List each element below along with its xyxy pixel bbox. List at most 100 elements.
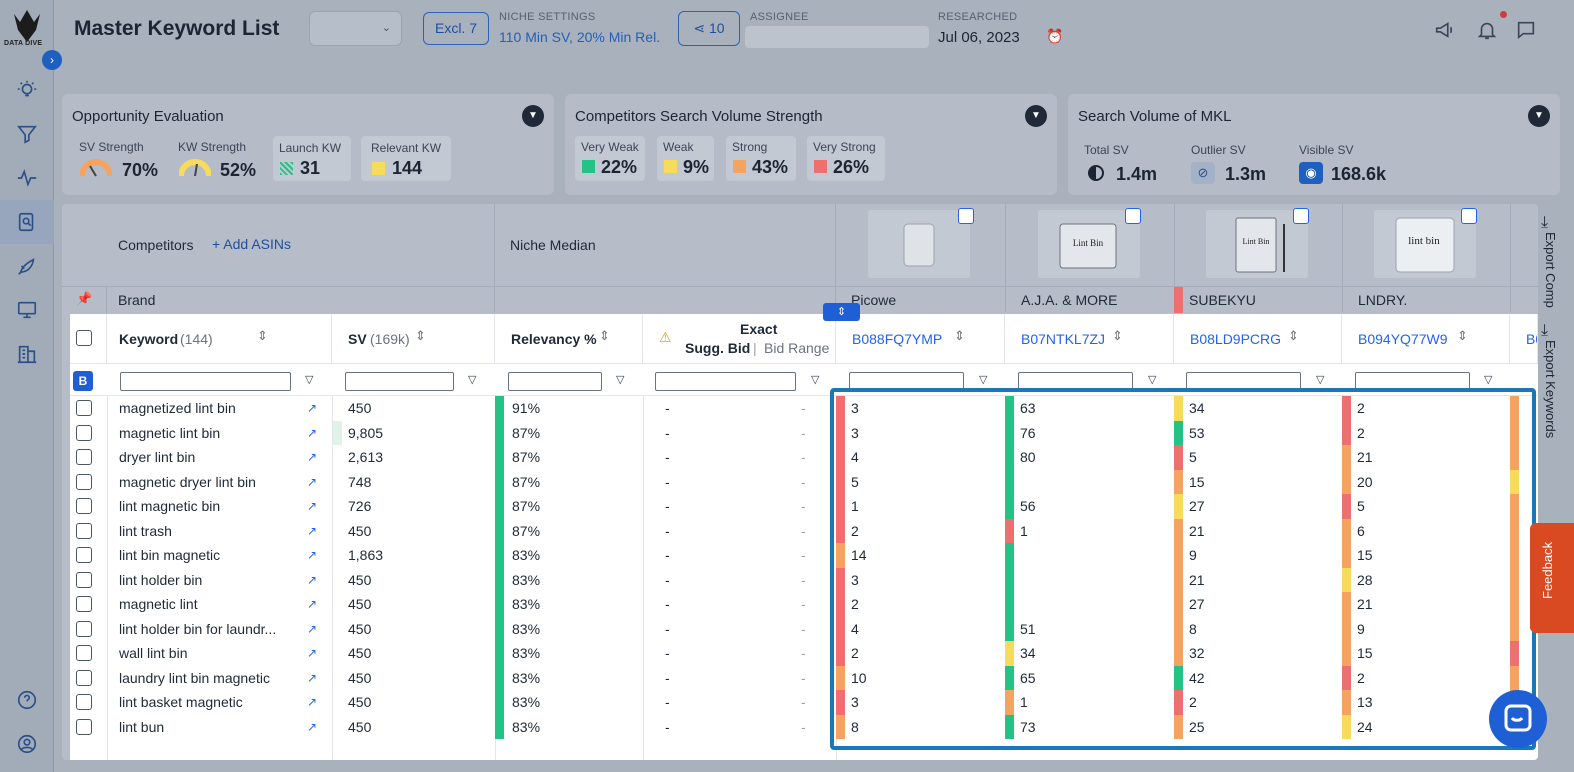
external-link-icon[interactable]: ↗ <box>307 597 318 611</box>
help-icon[interactable] <box>14 687 40 713</box>
row-checkbox[interactable] <box>76 473 92 490</box>
table-row[interactable]: lint holder bin ↗ 450 83% - - 3 21 28 <box>70 567 1538 592</box>
exclusions-button[interactable]: Excl. 7 <box>423 12 489 45</box>
product-image[interactable]: lint bin <box>1374 210 1476 278</box>
keyword-search-icon[interactable] <box>14 209 40 235</box>
row-checkbox[interactable] <box>76 522 92 539</box>
sort-icon[interactable]: ⇕ <box>954 328 965 343</box>
table-row[interactable]: dryer lint bin ↗ 2,613 87% - - 4 80 5 21 <box>70 445 1538 470</box>
table-row[interactable]: lint trash ↗ 450 87% - -2 1 21 6 <box>70 518 1538 543</box>
table-row[interactable]: magnetic dryer lint bin ↗ 748 87% - - 5 15 20 <box>70 469 1538 494</box>
relevancy-column-header[interactable]: Relevancy % ⇕ <box>495 314 643 364</box>
product-image[interactable]: Lint Bin <box>1206 210 1308 278</box>
export-comp-download-icon[interactable]: ⤓ <box>1541 214 1549 231</box>
sort-icon[interactable]: ⇕ <box>415 328 426 343</box>
niche-settings-link[interactable]: 110 Min SV, 20% Min Rel. <box>499 29 661 45</box>
feedback-tab[interactable]: Feedback <box>1530 523 1574 633</box>
product-image[interactable]: Lint Bin <box>1038 210 1140 278</box>
export-keywords-button[interactable]: Export Keywords <box>1543 340 1558 439</box>
table-row[interactable]: lint bin magnetic ↗ 1,863 83% - - 14 9 15 <box>70 543 1538 568</box>
asin-column-header[interactable]: B088FQ7YMP ⇕ <box>836 314 1005 364</box>
chat-bubble-icon[interactable] <box>1513 17 1539 43</box>
collapse-chevron-icon[interactable]: ▼ <box>522 105 544 127</box>
external-link-icon[interactable]: ↗ <box>307 621 318 636</box>
filter-funnel-icon[interactable]: ▽ <box>1316 374 1325 386</box>
alarm-clock-icon[interactable]: ⏰ <box>1046 28 1064 44</box>
row-checkbox[interactable] <box>76 669 92 686</box>
row-checkbox[interactable] <box>76 571 92 588</box>
table-row[interactable]: wall lint bin ↗ 450 83% - - 2 34 32 15 <box>70 641 1538 666</box>
share-button[interactable]: ⋖ 10 <box>678 11 740 46</box>
list-select-dropdown[interactable]: ⌄ <box>309 11 402 46</box>
asin-column-header[interactable]: B07NTKL7ZJ ⇕ <box>1005 314 1174 364</box>
table-row[interactable]: magnetic lint ↗ 450 83% - - 2 27 21 <box>70 592 1538 617</box>
bid-column-header[interactable]: ⚠ Exact Sugg. Bid | Bid Range <box>643 314 836 364</box>
pin-icon[interactable]: 📌 <box>76 291 93 306</box>
row-checkbox[interactable] <box>76 718 92 735</box>
bell-icon[interactable] <box>1474 17 1500 43</box>
row-checkbox[interactable] <box>76 547 92 563</box>
external-link-icon[interactable]: ↗ <box>307 719 318 734</box>
row-checkbox[interactable] <box>76 498 92 514</box>
eye-icon[interactable]: ◉ <box>1299 162 1323 184</box>
filter-funnel-icon[interactable]: ▽ <box>811 374 820 386</box>
product-image[interactable] <box>868 210 970 278</box>
sort-icon[interactable]: ⇕ <box>257 328 268 343</box>
row-checkbox[interactable] <box>76 645 92 661</box>
external-link-icon[interactable]: ↗ <box>307 548 318 562</box>
keyword-column-header[interactable]: Keyword (144) ⇕ <box>107 314 332 364</box>
building-icon[interactable] <box>14 341 40 367</box>
competitor-checkbox[interactable] <box>1293 208 1309 224</box>
table-row[interactable]: laundry lint bin magnetic ↗ 450 83% - - 10 65 42… <box>70 665 1538 690</box>
row-checkbox[interactable] <box>76 620 92 637</box>
external-link-icon[interactable]: ↗ <box>307 425 318 440</box>
row-checkbox[interactable] <box>76 400 92 416</box>
competitor-checkbox[interactable] <box>958 208 974 224</box>
rocket-icon[interactable] <box>14 253 40 279</box>
table-row[interactable]: lint basket magnetic ↗ 450 83% - - 3 1 2 13 <box>70 690 1538 715</box>
asin-link[interactable]: B07NTKL7ZJ <box>1021 331 1106 347</box>
row-checkbox[interactable] <box>76 596 92 612</box>
asin-link[interactable]: B0 <box>1526 331 1537 347</box>
resize-handle-icon[interactable]: ⇕ <box>823 303 860 321</box>
external-link-icon[interactable]: ↗ <box>307 670 318 685</box>
external-link-icon[interactable]: ↗ <box>307 499 318 513</box>
eye-slash-icon[interactable]: ⊘ <box>1191 162 1215 184</box>
keyword-filter-input[interactable] <box>120 372 291 391</box>
chat-support-button[interactable] <box>1489 690 1547 748</box>
external-link-icon[interactable]: ↗ <box>307 572 318 587</box>
user-icon[interactable] <box>14 731 40 757</box>
filter-funnel-icon[interactable]: ▽ <box>468 374 477 386</box>
sort-icon[interactable]: ⇕ <box>1288 328 1299 343</box>
asin-column-header[interactable]: B08LD9PCRG ⇕ <box>1174 314 1342 364</box>
row-checkbox[interactable] <box>76 424 92 441</box>
filter-icon[interactable] <box>14 121 40 147</box>
asin-link[interactable]: B08LD9PCRG <box>1190 331 1282 347</box>
competitor-checkbox[interactable] <box>1125 208 1141 224</box>
relevancy-filter-input[interactable] <box>508 372 602 391</box>
row-checkbox[interactable] <box>76 694 92 710</box>
asin-filter-input[interactable] <box>1018 372 1133 391</box>
external-link-icon[interactable]: ↗ <box>307 523 318 538</box>
megaphone-icon[interactable] <box>1432 17 1458 43</box>
pulse-icon[interactable] <box>14 165 40 191</box>
competitor-checkbox[interactable] <box>1461 208 1477 224</box>
lightbulb-icon[interactable] <box>14 77 40 103</box>
bid-filter-input[interactable] <box>655 372 796 391</box>
assignee-field[interactable] <box>745 26 929 48</box>
external-link-icon[interactable]: ↗ <box>307 450 318 464</box>
table-row[interactable]: lint magnetic bin ↗ 726 87% - - 1 56 27 5 <box>70 494 1538 519</box>
sv-filter-input[interactable] <box>345 372 454 391</box>
external-link-icon[interactable]: ↗ <box>307 646 318 660</box>
monitor-icon[interactable] <box>14 297 40 323</box>
b-badge-button[interactable]: B <box>73 371 93 391</box>
table-row[interactable]: lint holder bin for laundr... ↗ 450 83% - - 4 5… <box>70 616 1538 641</box>
collapse-chevron-icon[interactable]: ▼ <box>1025 105 1047 127</box>
sort-icon[interactable]: ⇕ <box>1457 328 1468 343</box>
row-checkbox[interactable] <box>76 449 92 465</box>
filter-funnel-icon[interactable]: ▽ <box>979 374 988 386</box>
sort-icon[interactable]: ⇕ <box>599 328 610 343</box>
sv-column-header[interactable]: SV (169k) ⇕ <box>332 314 495 364</box>
asin-column-header[interactable]: B094YQ77W9 ⇕ <box>1342 314 1510 364</box>
export-comp-button[interactable]: Export Comp <box>1543 232 1558 308</box>
